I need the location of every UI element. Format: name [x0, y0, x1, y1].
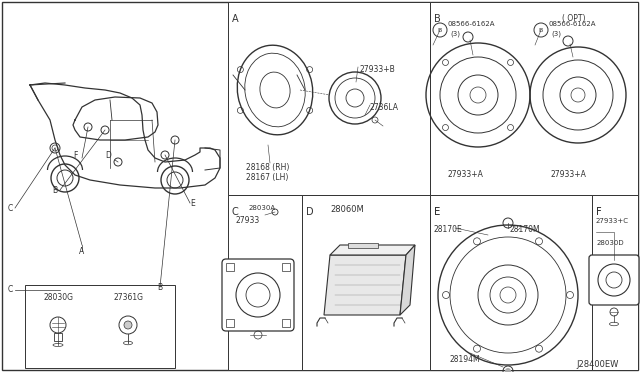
Text: 28167 (LH): 28167 (LH)	[246, 173, 289, 182]
Text: 28060M: 28060M	[330, 205, 364, 214]
Bar	[25, 285, 175, 368]
Text: E: E	[434, 207, 440, 217]
FancyBboxPatch shape	[54, 333, 62, 341]
Text: F: F	[596, 207, 602, 217]
Ellipse shape	[609, 322, 618, 326]
Polygon shape	[400, 245, 415, 315]
Text: B: B	[438, 28, 442, 32]
Text: 28030G: 28030G	[43, 293, 73, 302]
Text: C: C	[8, 285, 13, 295]
Text: D: D	[306, 207, 314, 217]
Text: ( OPT): ( OPT)	[563, 14, 586, 23]
Bar	[228, 195, 302, 370]
FancyBboxPatch shape	[222, 259, 294, 331]
Text: 28170E: 28170E	[434, 225, 463, 234]
Circle shape	[505, 368, 511, 372]
Bar	[302, 195, 430, 370]
Text: 08566-6162A: 08566-6162A	[549, 21, 596, 27]
Text: 28194M: 28194M	[450, 355, 481, 364]
Ellipse shape	[53, 343, 63, 346]
Circle shape	[433, 23, 447, 37]
Text: B: B	[434, 14, 441, 24]
Text: C: C	[232, 207, 239, 217]
Text: 27933+B: 27933+B	[360, 65, 396, 74]
Bar	[430, 2, 638, 195]
Ellipse shape	[124, 341, 132, 345]
Text: F: F	[73, 151, 77, 160]
Text: 27933+A: 27933+A	[550, 170, 586, 179]
Bar	[282, 263, 290, 271]
Circle shape	[124, 321, 132, 329]
Bar	[430, 195, 592, 370]
Text: (3): (3)	[450, 31, 460, 37]
Text: 28170M: 28170M	[510, 225, 541, 234]
Text: 28030A: 28030A	[248, 205, 276, 211]
Text: 27933+A: 27933+A	[447, 170, 483, 179]
Text: F: F	[596, 207, 602, 217]
Bar	[592, 195, 638, 370]
Bar	[226, 319, 234, 327]
Bar	[226, 263, 234, 271]
Bar	[228, 2, 430, 195]
FancyBboxPatch shape	[589, 255, 639, 305]
Text: 27933: 27933	[235, 216, 259, 225]
Text: 27933+C: 27933+C	[596, 218, 629, 224]
Polygon shape	[330, 245, 415, 255]
Text: E: E	[434, 207, 440, 217]
Text: E: E	[191, 199, 195, 208]
Text: 08566-6162A: 08566-6162A	[448, 21, 495, 27]
Text: 2736LA: 2736LA	[370, 103, 399, 112]
Text: C: C	[8, 203, 13, 212]
Text: 28168 (RH): 28168 (RH)	[246, 163, 289, 172]
Text: (3): (3)	[551, 31, 561, 37]
Text: 28030D: 28030D	[597, 240, 625, 246]
Polygon shape	[324, 255, 406, 315]
Text: B: B	[157, 283, 163, 292]
Bar	[282, 319, 290, 327]
Text: A: A	[232, 14, 239, 24]
Text: B: B	[52, 186, 57, 195]
Text: J28400EW: J28400EW	[576, 360, 618, 369]
Text: B: B	[539, 28, 543, 32]
Text: A: A	[79, 247, 84, 257]
Text: 27361G: 27361G	[113, 293, 143, 302]
Bar	[348, 243, 378, 248]
Text: D: D	[105, 151, 111, 160]
Circle shape	[534, 23, 548, 37]
